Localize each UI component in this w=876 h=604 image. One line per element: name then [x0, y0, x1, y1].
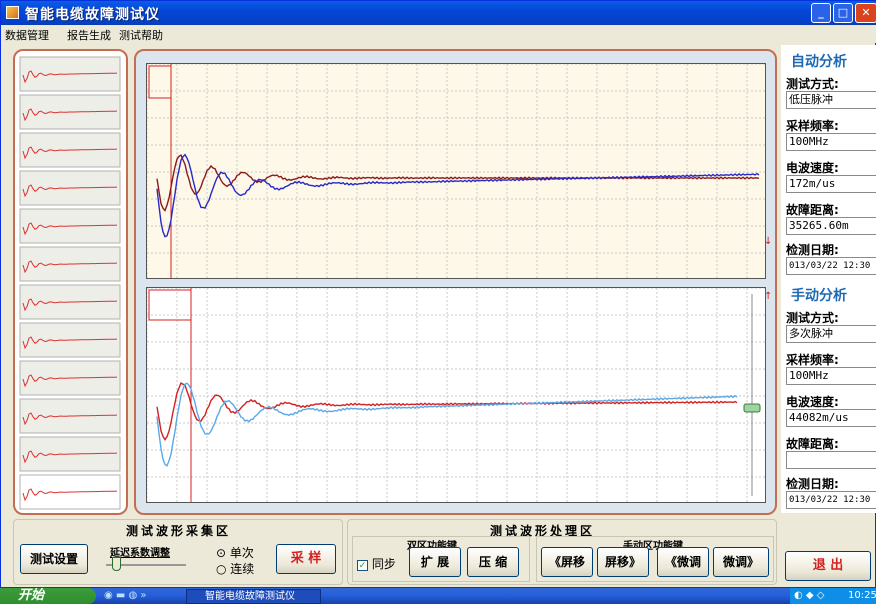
shift-left-button[interactable]: 《屏移: [541, 547, 593, 577]
sync-check-icon: ✓: [357, 560, 368, 571]
manual-test-date-value: 013/03/22 12:30: [786, 491, 876, 509]
auto-fault-distance-value: 35265.60m: [786, 217, 876, 235]
tray-clock: 10:25: [848, 590, 876, 601]
taskbar: 开始 ◉ ▬ ◍ » 智能电缆故障测试仪 ◐ ◆ ◇ 10:25: [0, 588, 876, 604]
menu-help[interactable]: 测试帮助: [119, 29, 163, 42]
thumbnail-wave: [22, 222, 118, 236]
manual-wave-speed-value[interactable]: 44082m/us: [786, 409, 876, 427]
fine-right-button[interactable]: 微调》: [713, 547, 769, 577]
manual-area-label: 手动区功能键: [623, 541, 683, 552]
manual-scroll-arrow[interactable]: ↑: [764, 291, 773, 302]
auto-test-date-value: 013/03/22 12:30: [786, 257, 876, 275]
radio-single[interactable]: ⊙ 单次: [216, 546, 254, 560]
auto-scroll-arrow[interactable]: ↓: [764, 236, 773, 247]
main-window: 智能电缆故障测试仪 _ □ ✕ 数据管理 报告生成 测试帮助 ↓: [0, 0, 876, 588]
thumbnail-wave: [22, 260, 118, 274]
manual-test-date-label: 检测日期:: [786, 477, 839, 491]
manual-sample-rate-label: 采样频率:: [786, 353, 839, 367]
test-settings-button[interactable]: 测试设置: [20, 544, 88, 574]
menu-bar: 数据管理 报告生成 测试帮助: [1, 25, 876, 43]
shift-right-button[interactable]: 屏移》: [597, 547, 649, 577]
taskbar-app-label: 智能电缆故障测试仪: [205, 591, 295, 602]
manual-reference-wave: [156, 381, 738, 442]
thumbnail-wave: [22, 298, 118, 312]
auto-sample-rate-value: 100MHz: [786, 133, 876, 151]
title-bar: 智能电缆故障测试仪 _ □ ✕: [1, 1, 876, 25]
close-button[interactable]: ✕: [855, 3, 876, 23]
thumbnail-waves: [19, 56, 121, 510]
taskbar-app-item[interactable]: 智能电缆故障测试仪: [186, 589, 321, 604]
analysis-info-panel: 自动分析 测试方式: 低压脉冲 采样频率: 100MHz 电波速度: 172m/…: [781, 45, 876, 513]
thumbnail-wave: [22, 70, 118, 84]
manual-fault-distance-label: 故障距离:: [786, 437, 839, 451]
start-label: 开始: [18, 588, 45, 603]
processing-area: 测试波形处理区 双区功能键 ✓ 同步 扩 展 压 缩 手动区功能键 《屏移 屏移…: [347, 519, 777, 585]
radio-continuous[interactable]: ○ 连续: [216, 562, 255, 576]
waveform-thumbnail[interactable]: [19, 360, 121, 396]
delay-coefficient-label: 延迟系数调整: [110, 548, 170, 559]
auto-test-wave: [156, 153, 760, 238]
minimize-button[interactable]: _: [811, 3, 831, 23]
quick-launch-icons[interactable]: ◉ ▬ ◍ »: [104, 590, 147, 601]
thumbnail-wave: [22, 412, 118, 426]
manual-vertical-slider-thumb[interactable]: [743, 403, 761, 413]
acquisition-title: 测试波形采集区: [126, 524, 232, 538]
radio-single-label: 单次: [229, 546, 254, 560]
sample-button[interactable]: 采 样: [276, 544, 336, 574]
thumbnail-wave: [22, 488, 118, 502]
acquisition-area: 测试波形采集区 测试设置 延迟系数调整 ⊙ 单次 ○ 连续 采 样: [13, 519, 343, 585]
manual-test-mode-value: 多次脉冲: [786, 325, 876, 343]
auto-test-mode-value: 低压脉冲: [786, 91, 876, 109]
menu-data-management[interactable]: 数据管理: [5, 29, 49, 42]
expand-button[interactable]: 扩 展: [409, 547, 461, 577]
manual-analysis-heading: 手动分析: [791, 288, 847, 304]
dual-area-group: 双区功能键 ✓ 同步 扩 展 压 缩: [352, 536, 530, 582]
waveform-thumbnail-list[interactable]: [13, 49, 128, 515]
auto-analysis-heading: 自动分析: [791, 54, 847, 70]
manual-wave-speed-label: 电波速度:: [786, 395, 839, 409]
auto-wave-speed-value: 172m/us: [786, 175, 876, 193]
auto-test-mode-label: 测试方式:: [786, 77, 839, 91]
auto-cursor-box[interactable]: [148, 65, 172, 99]
system-tray: ◐ ◆ ◇ 10:25: [790, 588, 876, 604]
maximize-button[interactable]: □: [833, 3, 853, 23]
auto-reference-wave: [156, 154, 760, 212]
thumbnail-wave: [22, 146, 118, 160]
manual-waveform-plot[interactable]: [146, 287, 766, 503]
exit-button[interactable]: 退 出: [785, 551, 871, 581]
thumbnail-wave: [22, 450, 118, 464]
compress-button[interactable]: 压 缩: [467, 547, 519, 577]
thumbnail-wave: [22, 108, 118, 122]
dual-area-label: 双区功能键: [407, 537, 457, 552]
thumbnail-wave: [22, 336, 118, 350]
window-title: 智能电缆故障测试仪: [25, 7, 160, 23]
manual-fault-distance-value[interactable]: [786, 451, 876, 469]
menu-report[interactable]: 报告生成: [67, 29, 111, 42]
auto-sample-rate-label: 采样频率:: [786, 119, 839, 133]
auto-wave-speed-label: 电波速度:: [786, 161, 839, 175]
waveform-panel: ↓ ↑: [134, 49, 777, 515]
manual-test-mode-label: 测试方式:: [786, 311, 839, 325]
app-icon: [6, 6, 19, 19]
sync-checkbox[interactable]: ✓ 同步: [357, 555, 396, 572]
manual-waveform-svg: [146, 287, 765, 502]
auto-test-date-label: 检测日期:: [786, 243, 839, 257]
auto-fault-distance-label: 故障距离:: [786, 203, 839, 217]
manual-area-group: 手动区功能键 《屏移 屏移》 《微调 微调》: [536, 536, 774, 582]
auto-waveform-svg: [146, 63, 765, 278]
tray-icons[interactable]: ◐ ◆ ◇: [794, 590, 825, 601]
manual-test-wave: [156, 382, 738, 467]
delay-slider-track: [106, 564, 186, 566]
thumbnail-wave: [22, 374, 118, 388]
manual-sample-rate-value: 100MHz: [786, 367, 876, 385]
radio-continuous-label: 连续: [230, 562, 255, 576]
sync-label: 同步: [371, 557, 396, 571]
thumbnail-wave: [22, 184, 118, 198]
fine-left-button[interactable]: 《微调: [657, 547, 709, 577]
processing-title: 测试波形处理区: [490, 524, 596, 538]
delay-slider-thumb[interactable]: [112, 557, 121, 571]
auto-waveform-plot[interactable]: [146, 63, 766, 279]
start-button[interactable]: 开始: [0, 588, 96, 604]
